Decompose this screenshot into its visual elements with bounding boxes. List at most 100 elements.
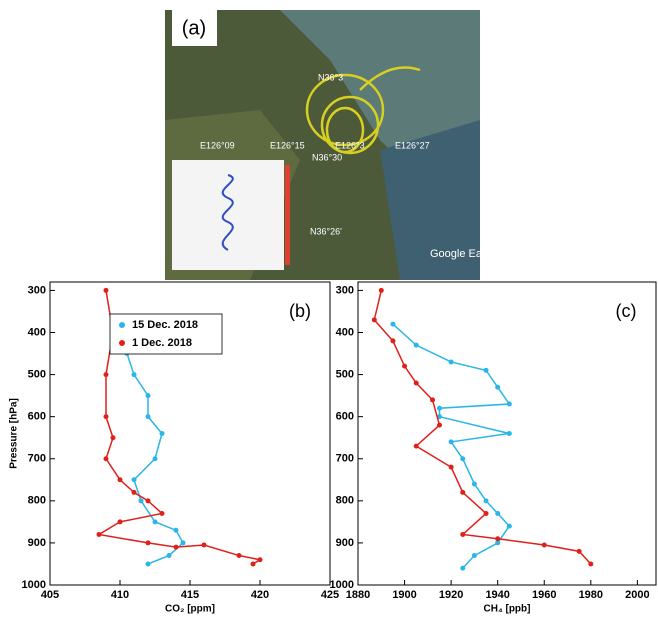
x-tick-label: 1880 — [346, 589, 370, 601]
data-point — [448, 464, 454, 470]
data-point — [576, 548, 582, 554]
data-point — [378, 287, 384, 293]
x-tick-label: 1940 — [485, 589, 509, 601]
map-label: E126°09 — [200, 140, 235, 150]
y-tick-label: 700 — [336, 453, 354, 465]
data-point — [495, 536, 501, 542]
inset-plot — [172, 160, 284, 270]
data-point — [402, 363, 408, 369]
data-point — [138, 498, 144, 504]
data-point — [257, 557, 263, 563]
legend-box — [109, 313, 223, 355]
data-point — [413, 342, 419, 348]
data-point — [201, 542, 207, 548]
data-point — [430, 397, 435, 403]
data-point — [541, 542, 547, 548]
data-point — [460, 565, 466, 571]
data-point — [436, 422, 442, 428]
data-point — [506, 523, 512, 529]
series-line — [373, 290, 592, 565]
x-tick-label: 415 — [181, 589, 199, 601]
x-axis-label: CO₂ [ppm] — [165, 604, 215, 615]
data-point — [159, 510, 165, 516]
data-point — [483, 510, 489, 516]
y-tick-label: 400 — [336, 326, 354, 338]
data-point — [483, 498, 489, 504]
data-point — [103, 287, 109, 293]
data-point — [506, 401, 512, 407]
x-tick-label: 410 — [111, 589, 129, 601]
data-point — [495, 540, 501, 546]
y-axis-label: Pressure [hPa] — [9, 398, 20, 469]
y-tick-label: 300 — [336, 284, 354, 296]
data-point — [145, 561, 151, 567]
data-point — [145, 540, 151, 546]
data-point — [96, 532, 102, 537]
y-tick-label: 500 — [28, 368, 46, 380]
data-point — [110, 435, 116, 441]
data-point — [471, 553, 477, 559]
data-point — [117, 519, 123, 525]
map-label: E126°3 — [335, 140, 365, 150]
x-tick-label: 405 — [41, 589, 59, 601]
data-point — [413, 380, 419, 386]
legend-marker — [119, 322, 125, 328]
data-point — [448, 359, 454, 365]
y-tick-label: 600 — [28, 411, 46, 423]
data-point — [413, 443, 419, 449]
colorbar — [285, 165, 290, 265]
y-tick-label: 800 — [336, 495, 354, 507]
data-point — [495, 510, 501, 516]
data-point — [506, 431, 512, 436]
map-label: E126°27 — [395, 140, 430, 150]
legend-label: 1 Dec. 2018 — [132, 337, 192, 349]
data-point — [159, 431, 165, 436]
y-tick-label: 600 — [336, 411, 354, 423]
panel-label: (b) — [289, 301, 311, 321]
inset-spiral — [221, 174, 234, 251]
legend-marker — [119, 340, 125, 346]
x-axis-label: CH₄ [ppb] — [484, 604, 531, 615]
plot-frame — [357, 281, 657, 586]
map-label: N36°26' — [310, 226, 342, 236]
panel-label: (a) — [182, 17, 206, 39]
y-tick-label: 800 — [28, 495, 46, 507]
data-point — [152, 456, 158, 462]
data-point — [250, 561, 256, 567]
data-point — [460, 489, 466, 495]
data-point — [152, 519, 158, 525]
data-point — [145, 414, 151, 420]
y-tick-label: 900 — [336, 537, 354, 549]
label-box — [172, 10, 217, 46]
data-point — [390, 338, 396, 344]
data-point — [103, 372, 109, 378]
data-point — [173, 544, 179, 550]
map-panel: (a) N36°3 E126°09 E126°15 E126°3 N36°30 E126°… — [165, 10, 495, 280]
data-point — [448, 439, 454, 445]
data-point — [145, 498, 151, 504]
data-point — [390, 321, 396, 327]
data-point — [103, 414, 109, 420]
data-point — [131, 489, 137, 495]
data-point — [145, 393, 151, 399]
data-point — [436, 405, 442, 411]
y-tick-label: 900 — [28, 537, 46, 549]
panel-label: (c) — [616, 301, 637, 321]
map-label: N36°30 — [312, 152, 342, 162]
data-point — [117, 477, 123, 483]
data-point — [460, 532, 466, 537]
x-tick-label: 1920 — [439, 589, 463, 601]
data-point — [173, 527, 179, 533]
series-line — [392, 323, 511, 569]
series-line — [96, 290, 263, 565]
x-tick-label: 425 — [321, 589, 339, 601]
data-point — [236, 553, 242, 559]
map-label: N36°3 — [318, 72, 343, 82]
data-point — [131, 372, 137, 378]
map-label: Google Earth — [430, 248, 495, 260]
y-tick-label: 1000 — [22, 579, 46, 591]
data-point — [588, 561, 594, 567]
x-tick-label: 1960 — [532, 589, 556, 601]
map-label: E126°15 — [270, 140, 305, 150]
